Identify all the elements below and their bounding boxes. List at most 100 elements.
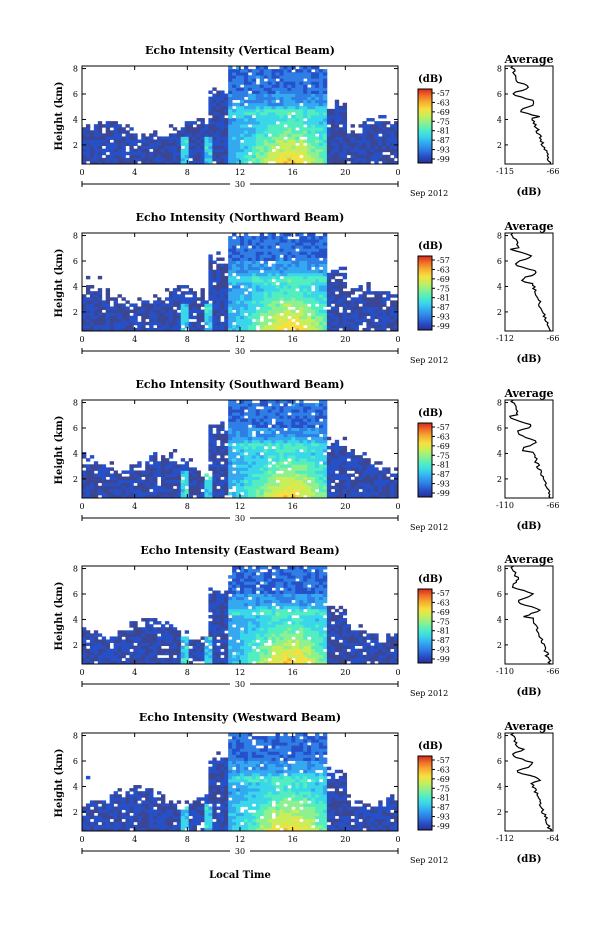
colorbar: -57-63-69-75-81-87-93-99: [418, 256, 450, 331]
echo-cells: [82, 233, 398, 331]
x-tick-label: 8: [185, 835, 190, 844]
colorbar-label: (dB): [418, 408, 443, 419]
colorbar-tick-label: -63: [437, 765, 450, 774]
colorbar-tick-label: -57: [437, 89, 450, 98]
colorbar-tick-label: -69: [437, 775, 450, 784]
panel-title: Echo Intensity (Eastward Beam): [140, 544, 339, 557]
colorbar-label: (dB): [418, 241, 443, 252]
profile-x-tick-label: -110: [496, 667, 514, 676]
x-tick-label: 4: [132, 335, 137, 344]
x-tick-label: 16: [288, 168, 298, 177]
colorbar-tick-label: -99: [437, 822, 450, 831]
colorbar-tick-label: -99: [437, 655, 450, 664]
colorbar-tick-label: -81: [437, 127, 450, 136]
y-tick-label: 6: [73, 424, 78, 433]
colorbar-tick-label: -81: [437, 627, 450, 636]
panel-title: Echo Intensity (Vertical Beam): [145, 44, 335, 57]
profile-x-tick-label: -64: [547, 834, 560, 843]
x-tick-label: 20: [340, 502, 350, 511]
colorbar-label: (dB): [418, 741, 443, 752]
profile-line: [510, 400, 551, 498]
profile-y-tick-label: 2: [497, 308, 502, 317]
x-tick-label: 16: [288, 502, 298, 511]
profile-y-tick-label: 8: [497, 399, 502, 408]
x-tick-label: 4: [132, 168, 137, 177]
colorbar-tick-label: -87: [437, 303, 450, 312]
profile-x-tick-label: -112: [496, 834, 514, 843]
y-tick-label: 8: [73, 399, 78, 408]
x-tick-label: 0: [395, 502, 400, 511]
profile-line: [511, 566, 551, 664]
profile-xlabel: (dB): [517, 187, 542, 198]
profile-title: Average: [503, 720, 553, 733]
x-tick-label: 4: [132, 668, 137, 677]
colorbar-tick-label: -99: [437, 489, 450, 498]
y-axis-label: Height (km): [54, 82, 65, 151]
profile-xlabel: (dB): [517, 354, 542, 365]
colorbar-gradient: [418, 423, 432, 497]
colorbar: -57-63-69-75-81-87-93-99: [418, 89, 450, 164]
y-tick-label: 2: [73, 308, 78, 317]
profile-x-tick-label: -112: [496, 334, 514, 343]
colorbar-tick-label: -93: [437, 313, 450, 322]
colorbar-gradient: [418, 589, 432, 663]
profile-line: [511, 66, 550, 164]
y-tick-label: 4: [73, 282, 78, 291]
colorbar-tick-label: -57: [437, 589, 450, 598]
profile-y-tick-label: 4: [497, 615, 502, 624]
day-label: 30: [235, 514, 245, 523]
profile-y-tick-label: 6: [497, 257, 502, 266]
colorbar-tick-label: -87: [437, 636, 450, 645]
colorbar-gradient: [418, 89, 432, 163]
x-tick-label: 0: [79, 668, 84, 677]
x-tick-label: 4: [132, 502, 137, 511]
colorbar: -57-63-69-75-81-87-93-99: [418, 423, 450, 498]
profile-line: [511, 733, 551, 831]
y-tick-label: 6: [73, 90, 78, 99]
colorbar: -57-63-69-75-81-87-93-99: [418, 756, 450, 831]
x-tick-label: 0: [395, 835, 400, 844]
x-tick-label: 0: [79, 835, 84, 844]
x-tick-label: 8: [185, 668, 190, 677]
profile-frame: [505, 66, 553, 164]
colorbar-tick-label: -75: [437, 117, 450, 126]
y-tick-label: 6: [73, 757, 78, 766]
profile-line: [510, 233, 550, 331]
colorbar-tick-label: -99: [437, 322, 450, 331]
colorbar-tick-label: -57: [437, 423, 450, 432]
x-tick-label: 20: [340, 335, 350, 344]
y-tick-label: 4: [73, 615, 78, 624]
y-tick-label: 8: [73, 65, 78, 74]
y-axis-label: Height (km): [54, 749, 65, 818]
colorbar-tick-label: -87: [437, 803, 450, 812]
panel-title: Echo Intensity (Westward Beam): [139, 711, 341, 724]
y-tick-label: 2: [73, 808, 78, 817]
colorbar-tick-label: -57: [437, 756, 450, 765]
profile-x-tick-label: -66: [547, 501, 560, 510]
profile-y-tick-label: 8: [497, 565, 502, 574]
x-tick-label: 0: [79, 502, 84, 511]
y-tick-label: 8: [73, 732, 78, 741]
echo-cells: [82, 66, 398, 164]
x-axis-label: Local Time: [209, 870, 271, 881]
colorbar-tick-label: -87: [437, 470, 450, 479]
echo-cells: [82, 733, 398, 831]
profile-xlabel: (dB): [517, 521, 542, 532]
profile-xlabel: (dB): [517, 854, 542, 865]
day-label: 30: [235, 847, 245, 856]
y-axis-label: Height (km): [54, 582, 65, 651]
colorbar-tick-label: -93: [437, 480, 450, 489]
x-tick-label: 12: [235, 668, 245, 677]
x-tick-label: 8: [185, 335, 190, 344]
date-label: Sep 2012: [410, 523, 448, 532]
x-tick-label: 16: [288, 835, 298, 844]
y-tick-label: 4: [73, 115, 78, 124]
